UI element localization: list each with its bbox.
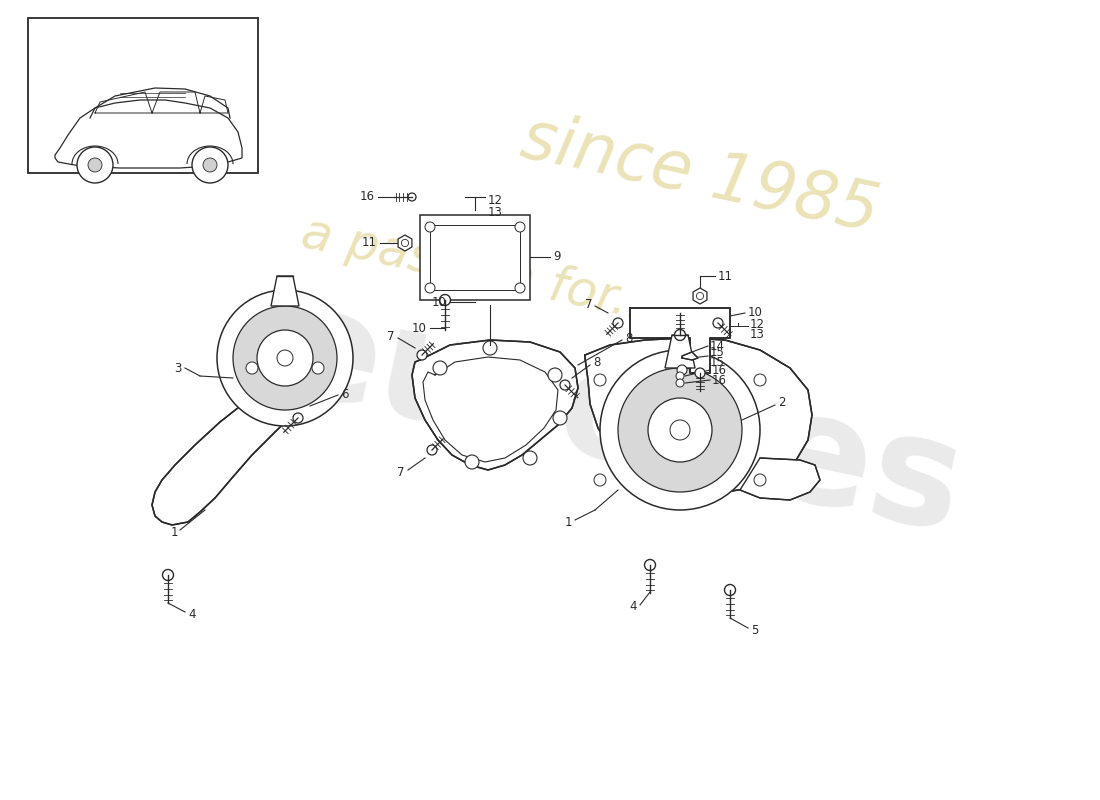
Circle shape	[553, 411, 566, 425]
Circle shape	[695, 368, 705, 378]
Text: 16: 16	[360, 190, 375, 203]
Text: 12: 12	[750, 318, 764, 330]
Circle shape	[192, 147, 228, 183]
Circle shape	[277, 350, 293, 366]
Circle shape	[725, 585, 736, 595]
Circle shape	[676, 379, 684, 387]
Text: 6: 6	[341, 387, 349, 401]
Text: 13: 13	[750, 327, 764, 341]
Circle shape	[670, 420, 690, 440]
Circle shape	[515, 283, 525, 293]
Circle shape	[674, 330, 685, 341]
Circle shape	[408, 193, 416, 201]
Circle shape	[77, 147, 113, 183]
Text: 5: 5	[751, 623, 758, 637]
FancyBboxPatch shape	[420, 215, 530, 300]
Text: 13: 13	[488, 206, 503, 218]
Polygon shape	[152, 330, 328, 525]
Polygon shape	[682, 352, 698, 360]
Text: europes: europes	[264, 274, 976, 566]
Circle shape	[465, 455, 478, 469]
Circle shape	[696, 292, 704, 300]
Circle shape	[402, 239, 408, 246]
Text: 2: 2	[778, 397, 785, 410]
Text: 4: 4	[188, 607, 196, 621]
Circle shape	[676, 365, 688, 375]
Circle shape	[645, 559, 656, 570]
Circle shape	[618, 368, 742, 492]
Polygon shape	[585, 338, 812, 493]
Circle shape	[312, 362, 324, 374]
FancyBboxPatch shape	[28, 18, 258, 173]
Circle shape	[433, 361, 447, 375]
Polygon shape	[55, 100, 242, 168]
Circle shape	[246, 362, 258, 374]
Text: since 1985: since 1985	[515, 105, 884, 245]
Polygon shape	[630, 308, 730, 373]
Text: 3: 3	[175, 362, 182, 374]
Polygon shape	[271, 276, 299, 306]
Circle shape	[204, 158, 217, 172]
Circle shape	[713, 318, 723, 328]
Text: a passion for...: a passion for...	[297, 209, 663, 331]
Circle shape	[594, 474, 606, 486]
Text: 9: 9	[553, 250, 561, 263]
Text: 15: 15	[710, 355, 725, 369]
Circle shape	[600, 350, 760, 510]
Text: 16: 16	[712, 374, 727, 386]
Text: 14: 14	[710, 339, 725, 353]
Circle shape	[483, 341, 497, 355]
Circle shape	[440, 294, 451, 306]
Text: 1: 1	[564, 515, 572, 529]
Text: 11: 11	[718, 270, 733, 282]
Circle shape	[88, 158, 102, 172]
Circle shape	[754, 474, 766, 486]
Circle shape	[427, 445, 437, 455]
Polygon shape	[666, 335, 695, 368]
Text: 11: 11	[362, 237, 377, 250]
Circle shape	[425, 222, 435, 232]
Circle shape	[217, 290, 353, 426]
Text: 7: 7	[397, 466, 405, 478]
Text: 4: 4	[629, 601, 637, 614]
Polygon shape	[398, 235, 411, 251]
Text: 8: 8	[625, 331, 632, 345]
Polygon shape	[740, 458, 820, 500]
Circle shape	[233, 306, 337, 410]
Circle shape	[613, 318, 623, 328]
Circle shape	[163, 570, 174, 581]
Text: 8: 8	[593, 357, 601, 370]
Polygon shape	[693, 288, 707, 304]
Circle shape	[515, 222, 525, 232]
Circle shape	[676, 372, 684, 380]
Text: 10: 10	[412, 322, 427, 334]
Circle shape	[293, 413, 303, 423]
Circle shape	[548, 368, 562, 382]
Text: 10: 10	[748, 306, 763, 318]
Text: 7: 7	[387, 330, 395, 342]
Text: 7: 7	[584, 298, 592, 310]
Circle shape	[425, 283, 435, 293]
FancyBboxPatch shape	[430, 225, 520, 290]
Text: 10: 10	[432, 295, 447, 309]
Circle shape	[257, 330, 314, 386]
Polygon shape	[412, 340, 578, 470]
Circle shape	[522, 451, 537, 465]
Circle shape	[560, 380, 570, 390]
Text: 1: 1	[170, 526, 178, 539]
Circle shape	[594, 374, 606, 386]
Circle shape	[648, 398, 712, 462]
Text: 16: 16	[712, 363, 727, 377]
Circle shape	[417, 350, 427, 360]
Text: 15: 15	[710, 346, 725, 358]
Text: 12: 12	[488, 194, 503, 206]
Circle shape	[754, 374, 766, 386]
